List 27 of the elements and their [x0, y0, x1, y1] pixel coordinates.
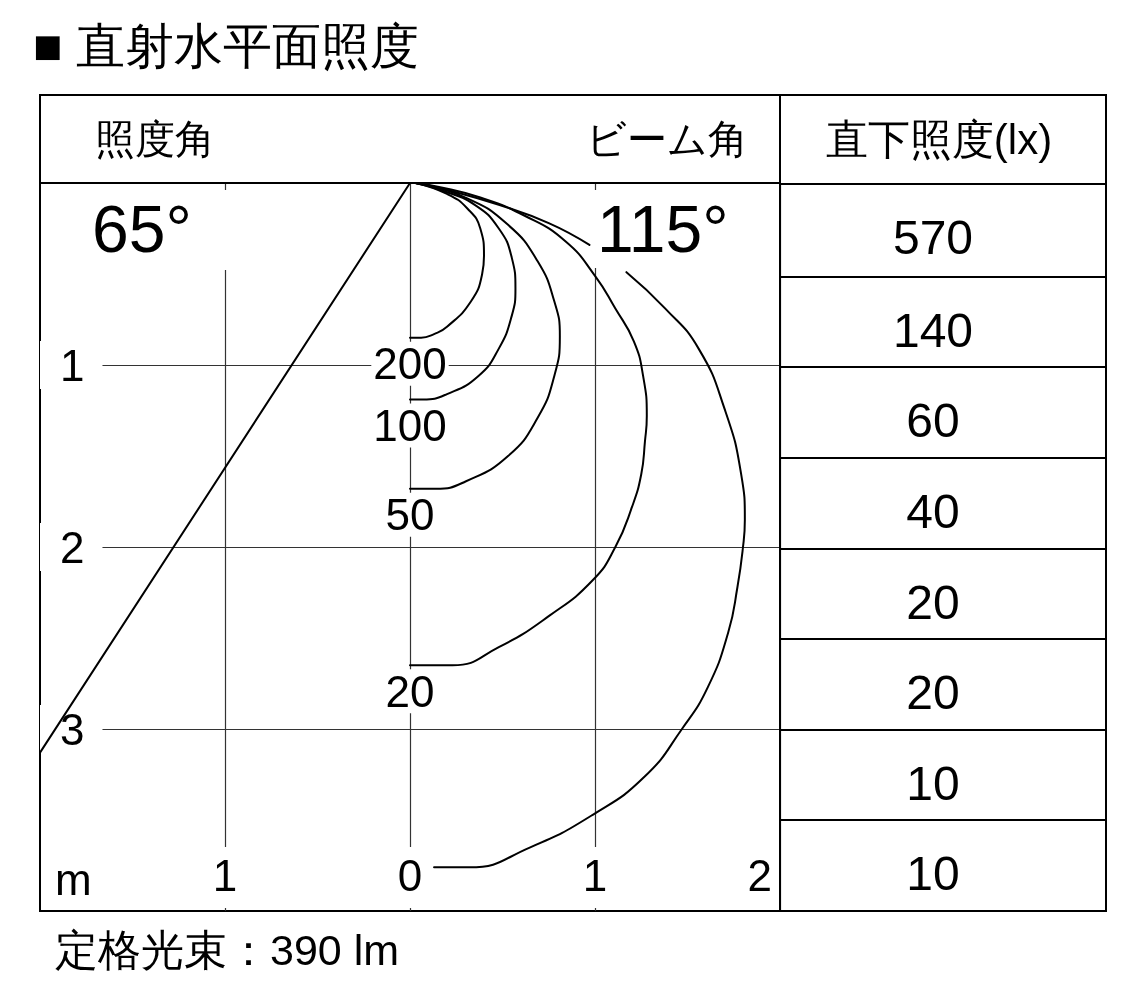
- text: 10: [905, 756, 961, 810]
- annotation: 115°: [593, 190, 735, 268]
- series-label: 50: [385, 490, 435, 540]
- text: 570: [891, 211, 975, 264]
- text: 40: [905, 484, 961, 538]
- x-tick-label: 0: [397, 850, 423, 900]
- annotation: 65°: [85, 190, 237, 270]
- y-tick-label: 1: [60, 340, 85, 390]
- x-axis-title: m: [55, 855, 92, 904]
- series-label: 20: [385, 666, 435, 716]
- x-tick-label: 2: [747, 850, 772, 900]
- text: 20: [905, 575, 961, 629]
- chart-title: ■ 直射水平面照度: [33, 19, 420, 73]
- text: 20: [905, 666, 961, 720]
- text: 照度角: [95, 117, 215, 161]
- x-tick-label: 1: [212, 850, 238, 900]
- text: 140: [891, 303, 975, 357]
- text: 定格光束：390 lm: [55, 926, 400, 974]
- series-label: 100: [373, 401, 447, 451]
- text: ビーム角: [586, 117, 748, 161]
- text: 直下照度(lx): [824, 116, 1054, 163]
- y-tick-label: 2: [60, 522, 85, 572]
- text: 60: [905, 394, 961, 448]
- y-tick-label: 3: [60, 704, 85, 754]
- x-tick-label: 1: [582, 850, 608, 900]
- text: 10: [905, 847, 961, 901]
- series-label: 200: [373, 339, 447, 389]
